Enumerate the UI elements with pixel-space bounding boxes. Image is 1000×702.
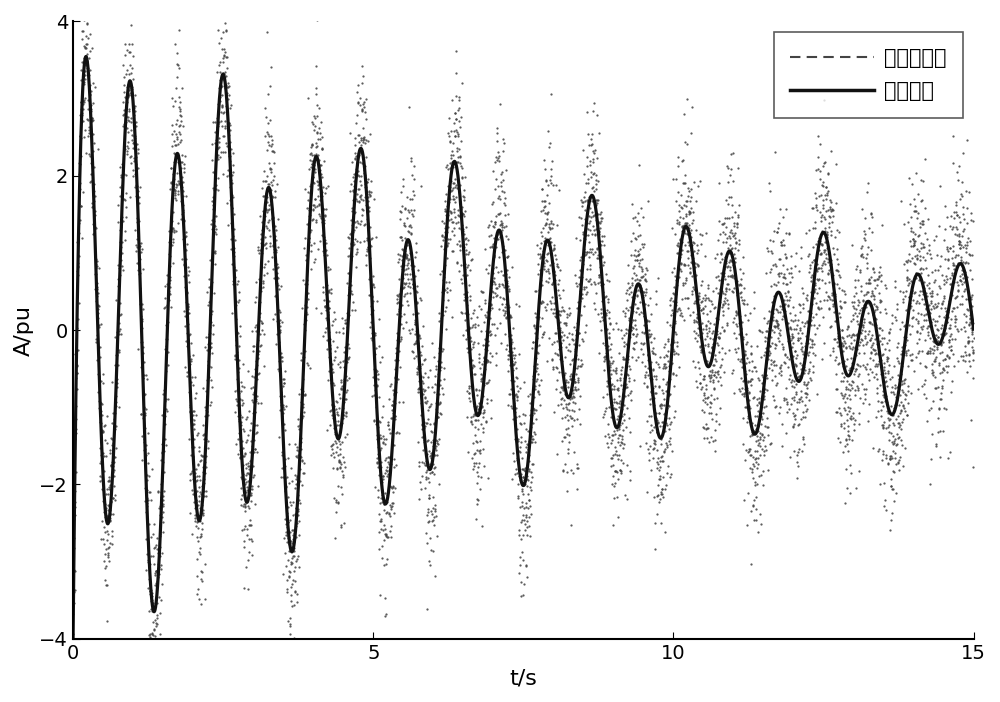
原始信号 [776,295,788,303]
含噪声信号 [260,190,272,198]
原始信号 [67,635,79,643]
原始信号 [964,301,976,310]
X-axis label: t/s: t/s [509,668,537,688]
含噪声信号 [648,444,660,453]
Legend: 含噪声信号, 原始信号: 含噪声信号, 原始信号 [774,32,963,118]
原始信号 [260,197,272,205]
Line: 原始信号: 原始信号 [73,56,974,639]
含噪声信号 [404,270,416,278]
原始信号 [648,403,660,411]
Y-axis label: A/pu: A/pu [14,305,34,355]
原始信号 [404,241,416,250]
含噪声信号 [67,609,79,618]
含噪声信号 [776,314,788,323]
原始信号 [80,52,92,60]
含噪声信号 [250,293,262,301]
原始信号 [250,373,262,381]
含噪声信号 [968,334,980,343]
含噪声信号 [965,307,977,315]
原始信号 [968,325,980,333]
Line: 含噪声信号: 含噪声信号 [72,0,974,702]
